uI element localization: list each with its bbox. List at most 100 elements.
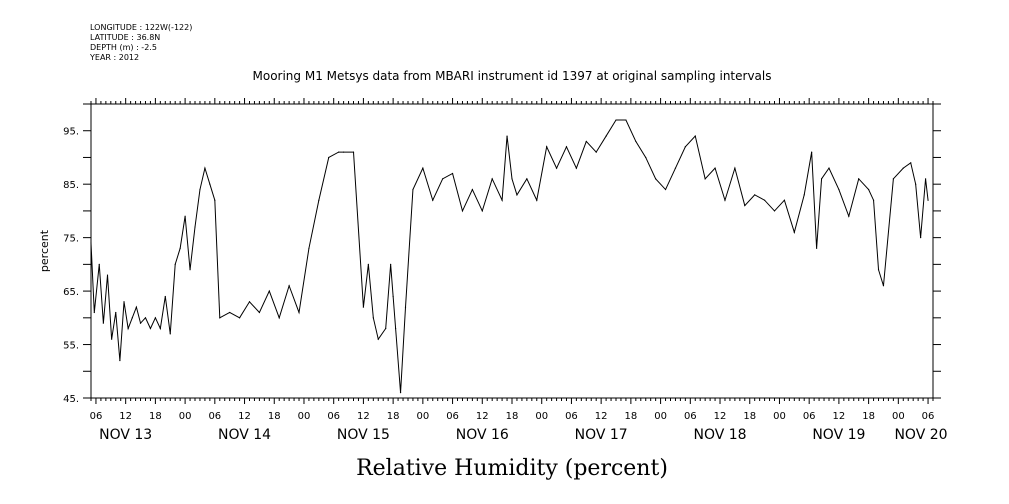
y-tick-label: 75. <box>63 234 79 245</box>
x-day-label: NOV 20 <box>894 427 947 443</box>
y-tick-label: 85. <box>63 180 79 191</box>
series-point <box>868 188 870 191</box>
series-point <box>595 151 597 153</box>
series-point <box>123 301 125 303</box>
series-point <box>298 311 300 314</box>
x-day-label: NOV 15 <box>337 427 390 443</box>
x-hour-tick-label: 00 <box>654 411 667 422</box>
tick-marks <box>83 98 941 404</box>
series-point <box>149 327 152 330</box>
series-point <box>372 317 374 319</box>
x-hour-tick-label: 06 <box>446 411 459 422</box>
x-hour-tick-label: 00 <box>892 411 905 422</box>
series-point <box>625 119 627 121</box>
meta-year: YEAR : 2012 <box>89 53 139 62</box>
series-point <box>278 317 280 319</box>
x-hour-tick-label: 12 <box>595 411 608 422</box>
series-point <box>724 199 726 201</box>
series-point <box>927 199 929 201</box>
x-hour-tick-labels: 06 12 18 00 06 12 18 00 06 12 18 00 06 12 18 00 06 12 18 00… <box>90 411 935 422</box>
series-point <box>189 269 191 271</box>
series-point <box>744 204 746 207</box>
series-point <box>575 167 577 169</box>
x-hour-tick-label: 06 <box>922 411 935 422</box>
series-point <box>179 247 181 249</box>
x-hour-tick-label: 00 <box>298 411 311 422</box>
series-point <box>377 338 379 340</box>
series-point <box>451 172 454 175</box>
x-hour-tick-label: 12 <box>119 411 132 422</box>
x-day-label: NOV 14 <box>218 427 271 443</box>
series-point <box>93 311 95 314</box>
series-point <box>858 178 860 180</box>
series-point <box>106 274 109 276</box>
series-point <box>511 178 513 180</box>
y-tick-label: 95. <box>63 127 79 138</box>
y-tick-label: 55. <box>63 341 79 352</box>
series-line-relative-humidity <box>90 119 929 393</box>
series-point <box>268 290 270 292</box>
series-point <box>793 231 795 233</box>
series-point <box>111 338 113 340</box>
y-tick-label: 45. <box>63 394 79 405</box>
series-point <box>734 167 736 169</box>
x-hour-tick-label: 12 <box>476 411 489 422</box>
meta-longitude: LONGITUDE : 122W(-122) <box>90 23 192 32</box>
series-point <box>219 317 221 319</box>
series-point <box>164 295 166 298</box>
series-point <box>816 247 818 249</box>
x-day-label: NOV 19 <box>812 427 865 443</box>
x-hour-tick-label: 12 <box>357 411 370 422</box>
x-day-label: NOV 17 <box>575 427 628 443</box>
meta-depth: DEPTH (m) : -2.5 <box>90 43 157 52</box>
series-point <box>395 327 397 330</box>
series-points <box>90 119 929 394</box>
series-point <box>828 167 830 169</box>
series-point <box>102 322 104 324</box>
series-point <box>229 311 231 314</box>
x-hour-tick-label: 18 <box>862 411 875 422</box>
series-point <box>848 215 850 217</box>
series-point <box>209 183 211 185</box>
series-point <box>764 199 766 201</box>
series-point <box>516 194 518 196</box>
series-point <box>338 151 340 153</box>
series-point <box>546 146 548 148</box>
series-point <box>288 285 290 287</box>
series-point <box>501 199 503 201</box>
y-tick-labels: 45. 55. 65. 75. 85. 95. <box>63 127 79 405</box>
series-point <box>526 178 528 180</box>
x-hour-tick-label: 18 <box>268 411 281 422</box>
series-point <box>144 317 147 319</box>
series-point <box>131 317 133 319</box>
series-point <box>135 306 137 308</box>
series-point <box>174 263 176 265</box>
series-point <box>565 146 568 148</box>
series-point <box>390 263 392 265</box>
series-point <box>877 269 880 271</box>
x-day-label: NOV 18 <box>693 427 746 443</box>
series-point <box>910 162 912 164</box>
series-point <box>258 311 260 314</box>
series-point <box>645 156 647 159</box>
x-hour-tick-label: 00 <box>416 411 429 422</box>
series-point <box>536 199 538 201</box>
series-point <box>352 151 355 153</box>
meta-latitude: LATITUDE : 36.8N <box>90 33 160 42</box>
x-hour-tick-label: 00 <box>773 411 786 422</box>
series-point <box>362 306 365 308</box>
series-point <box>154 317 156 319</box>
series-point <box>811 151 813 153</box>
series-point <box>432 199 434 201</box>
series-point <box>655 178 657 180</box>
series-point <box>674 167 677 169</box>
series-point <box>238 317 241 319</box>
series-point <box>248 301 251 303</box>
series-point <box>915 183 917 185</box>
series-point <box>471 188 473 191</box>
y-axis-label: percent <box>38 229 51 272</box>
series-point <box>343 151 345 153</box>
series-point <box>838 188 840 191</box>
x-hour-tick-label: 18 <box>625 411 638 422</box>
